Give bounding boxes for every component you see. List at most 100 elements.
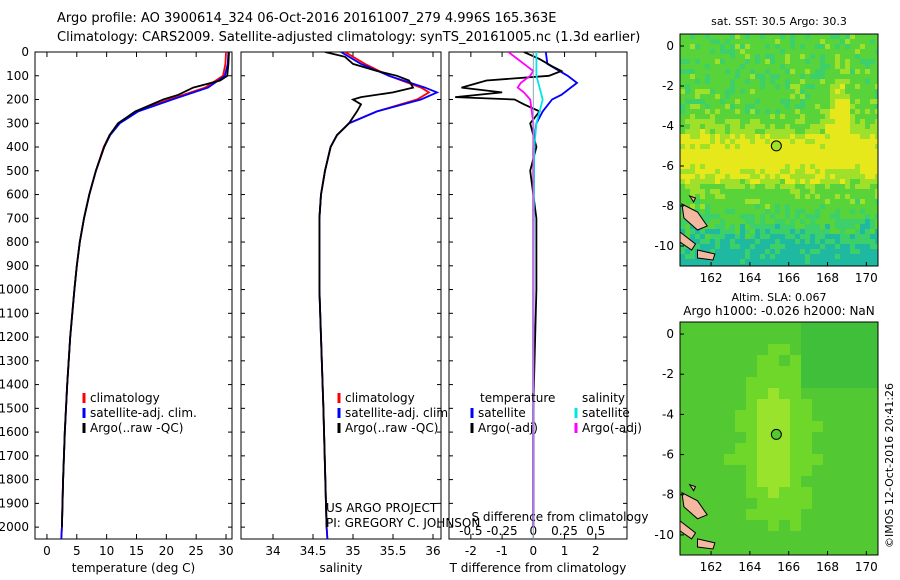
sst-map-cell: [860, 89, 866, 95]
sla-map-cell: [823, 333, 835, 345]
sst-map-cell: [760, 224, 766, 230]
sst-map-cell: [715, 204, 721, 210]
sst-map-cell: [710, 114, 716, 120]
sst-map-cell: [850, 179, 856, 185]
sla-map-cell: [823, 421, 835, 433]
sst-map-cell: [875, 69, 878, 75]
sst-map-cell: [850, 84, 856, 90]
sst-map-cell: [735, 214, 741, 220]
sla-map-cell: [779, 377, 791, 389]
sst-map-cell: [695, 204, 701, 210]
sst-map-cell: [810, 179, 816, 185]
sst-map-cell: [815, 159, 821, 165]
sst-map-cell: [845, 89, 851, 95]
sst-map-cell: [685, 124, 691, 130]
sst-map-cell: [680, 54, 686, 60]
sla-map-cell: [702, 432, 714, 444]
sst-map-cell: [845, 244, 851, 250]
sst-map-cell: [855, 104, 861, 110]
sst-map-cell: [740, 179, 746, 185]
sst-map-cell: [790, 89, 796, 95]
sst-map-cell: [705, 214, 711, 220]
sst-map-cell: [710, 194, 716, 200]
sst-map-cell: [680, 59, 686, 65]
sst-map-cell: [735, 209, 741, 215]
sla-map-cell: [768, 553, 780, 555]
sst-map-cell: [685, 99, 691, 105]
sst-map-cell: [875, 79, 878, 85]
sla-map-cell: [691, 432, 703, 444]
sla-map-cell: [702, 531, 714, 543]
sst-map-cell: [680, 94, 686, 100]
sla-map-cell: [812, 377, 824, 389]
sst-map-cell: [855, 99, 861, 105]
sst-map-cell: [680, 164, 686, 170]
sst-map-cell: [855, 254, 861, 260]
sst-map-cell: [785, 134, 791, 140]
sst-map-cell: [775, 84, 781, 90]
sst-map-cell: [680, 229, 686, 235]
sst-map-cell: [740, 44, 746, 50]
depth-tick-label: 1600: [0, 425, 29, 439]
sst-map-cell: [855, 129, 861, 135]
sst-map-cell: [865, 124, 871, 130]
sla-map-cell: [757, 520, 769, 532]
sla-map-frame: [679, 321, 879, 556]
sst-map-cell: [800, 159, 806, 165]
sla-map-cell: [823, 498, 835, 510]
sst-map-cell: [760, 189, 766, 195]
sst-map-cell: [755, 154, 761, 160]
sst-map-cell: [805, 224, 811, 230]
sla-map-cell: [724, 366, 736, 378]
sst-map-cell: [795, 204, 801, 210]
sst-map-cell: [875, 234, 878, 240]
sst-map-cell: [720, 169, 726, 175]
sst-map-cell: [785, 129, 791, 135]
sst-map-cell: [830, 34, 836, 40]
sst-map-cell: [770, 209, 776, 215]
sst-map-cell: [810, 229, 816, 235]
sla-map-cell: [779, 476, 791, 488]
sst-map-cell: [845, 64, 851, 70]
sst-map-land: [688, 195, 697, 204]
sst-map-cell: [740, 89, 746, 95]
sst-map-cell: [840, 144, 846, 150]
sst-map-cell: [745, 159, 751, 165]
sst-map-cell: [685, 189, 691, 195]
sst-map-cell: [770, 139, 776, 145]
sst-map-cell: [845, 254, 851, 260]
sst-map-cell: [865, 54, 871, 60]
sla-map-cell: [691, 443, 703, 455]
sla-map-cell: [834, 432, 846, 444]
sst-map-cell: [780, 129, 786, 135]
sst-map-cell: [765, 144, 771, 150]
sst-map-cell: [875, 264, 878, 266]
sla-map-cell: [779, 520, 791, 532]
sst-map-cell: [720, 114, 726, 120]
sst-map-cell: [690, 199, 696, 205]
sst-map-cell: [690, 64, 696, 70]
sla-map-cell: [790, 377, 802, 389]
sst-map-cell: [730, 209, 736, 215]
sst-map-cell: [760, 94, 766, 100]
sst-map-cell: [705, 49, 711, 55]
sst-map-cell: [700, 264, 706, 266]
sst-map-cell: [760, 174, 766, 180]
sst-map-cell: [705, 154, 711, 160]
sst-map-cell: [680, 219, 686, 225]
sst-map-cell: [715, 109, 721, 115]
sst-map-cell: [830, 199, 836, 205]
sst-map-cell: [855, 264, 861, 266]
sst-map-cell: [865, 199, 871, 205]
sst-map-cell: [800, 164, 806, 170]
sst-map-cell: [730, 119, 736, 125]
sst-map-cell: [790, 164, 796, 170]
sst-map-cell: [780, 64, 786, 70]
sst-map-cell: [760, 89, 766, 95]
sst-map-cell: [715, 154, 721, 160]
sla-map-cell: [856, 520, 868, 532]
sst-map-cell: [695, 169, 701, 175]
sst-map-cell: [870, 219, 876, 225]
sst-map-cell: [795, 229, 801, 235]
sst-map-cell: [775, 54, 781, 60]
